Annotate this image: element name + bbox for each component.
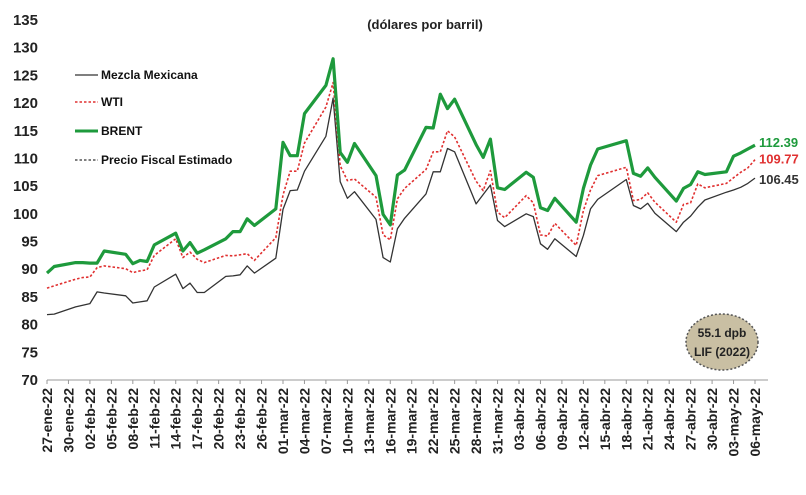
x-tick-label: 20-feb-22 [211, 388, 227, 450]
x-tick-label: 10-mar-22 [339, 388, 355, 454]
x-tick-label: 18-abr-22 [618, 388, 634, 450]
x-tick-label: 23-feb-22 [232, 388, 248, 450]
y-tick-label: 90 [21, 261, 38, 278]
y-tick-label: 120 [13, 95, 38, 112]
legend: Mezcla Mexicana WTI BRENT Precio Fiscal Est… [75, 68, 232, 167]
x-tick-label: 30-abr-22 [704, 388, 720, 450]
x-tick-label: 22-mar-22 [425, 388, 441, 454]
y-axis-ticks: 70 75 80 85 90 95 100 105 110 115 120 125 130 135 [13, 12, 38, 389]
x-tick-label: 31-mar-22 [490, 388, 506, 454]
x-tick-label: 03-may-22 [726, 388, 742, 457]
x-tick-label: 06-may-22 [747, 388, 763, 457]
x-tick-label: 27-abr-22 [683, 388, 699, 450]
y-tick-label: 80 [21, 317, 38, 334]
y-tick-label: 105 [13, 178, 38, 195]
x-tick-label: 04-mar-22 [296, 388, 312, 454]
x-tick-label: 09-abr-22 [554, 388, 570, 450]
x-tick-label: 15-abr-22 [597, 388, 613, 450]
x-tick-label: 26-feb-22 [254, 388, 270, 450]
x-tick-label: 11-feb-22 [146, 388, 162, 449]
chart-title: (dólares por barril) [367, 17, 483, 32]
x-tick-label: 25-mar-22 [447, 388, 463, 454]
x-tick-label: 28-mar-22 [468, 388, 484, 454]
legend-label: Precio Fiscal Estimado [101, 153, 232, 167]
x-tick-label: 05-feb-22 [103, 388, 119, 450]
y-tick-label: 95 [21, 234, 38, 251]
x-tick-label: 24-abr-22 [661, 388, 677, 450]
legend-label: WTI [101, 95, 123, 109]
y-tick-label: 110 [14, 150, 38, 167]
x-tick-label: 19-mar-22 [404, 388, 420, 454]
y-tick-label: 130 [13, 40, 38, 57]
end-value-label: 109.77 [759, 152, 799, 167]
lif-badge: 55.1 dpb LIF (2022) [685, 313, 759, 371]
y-tick-label: 100 [13, 206, 38, 223]
x-tick-label: 27-ene-22 [39, 388, 55, 453]
end-labels: 112.39 109.77 106.45 [759, 135, 799, 187]
series-line [46, 81, 756, 289]
x-tick-label: 03-abr-22 [511, 388, 527, 450]
y-tick-label: 135 [13, 12, 38, 29]
x-tick-label: 14-feb-22 [168, 388, 184, 450]
x-tick-label: 02-feb-22 [82, 388, 98, 450]
x-tick-label: 16-mar-22 [382, 388, 398, 454]
legend-label: Mezcla Mexicana [101, 68, 198, 82]
x-tick-label: 13-mar-22 [361, 388, 377, 454]
x-tick-label: 30-ene-22 [60, 388, 76, 453]
x-tick-label: 12-abr-22 [575, 388, 591, 450]
x-tick-label: 21-abr-22 [640, 388, 656, 450]
x-tick-label: 07-mar-22 [318, 388, 334, 454]
series-line [46, 97, 756, 316]
series-line [45, 57, 756, 275]
y-tick-label: 125 [13, 67, 38, 84]
lif-badge-line1: 55.1 dpb [698, 326, 747, 340]
x-tick-label: 08-feb-22 [125, 388, 141, 450]
x-tick-label: 01-mar-22 [275, 388, 291, 454]
x-tick-label: 17-feb-22 [189, 388, 205, 450]
end-value-label: 112.39 [759, 135, 798, 150]
lif-badge-shape [685, 313, 759, 371]
x-axis-ticks: 27-ene-22 30-ene-22 02-feb-22 05-feb-22 08-f… [39, 380, 763, 457]
y-tick-label: 75 [21, 344, 38, 361]
end-value-label: 106.45 [759, 172, 799, 187]
y-tick-label: 70 [21, 372, 38, 389]
series-lines [45, 57, 756, 316]
legend-label: BRENT [101, 124, 143, 138]
x-tick-label: 06-abr-22 [532, 388, 548, 450]
lif-badge-line2: LIF (2022) [694, 345, 750, 359]
y-tick-label: 85 [21, 289, 38, 306]
y-tick-label: 115 [14, 123, 38, 140]
